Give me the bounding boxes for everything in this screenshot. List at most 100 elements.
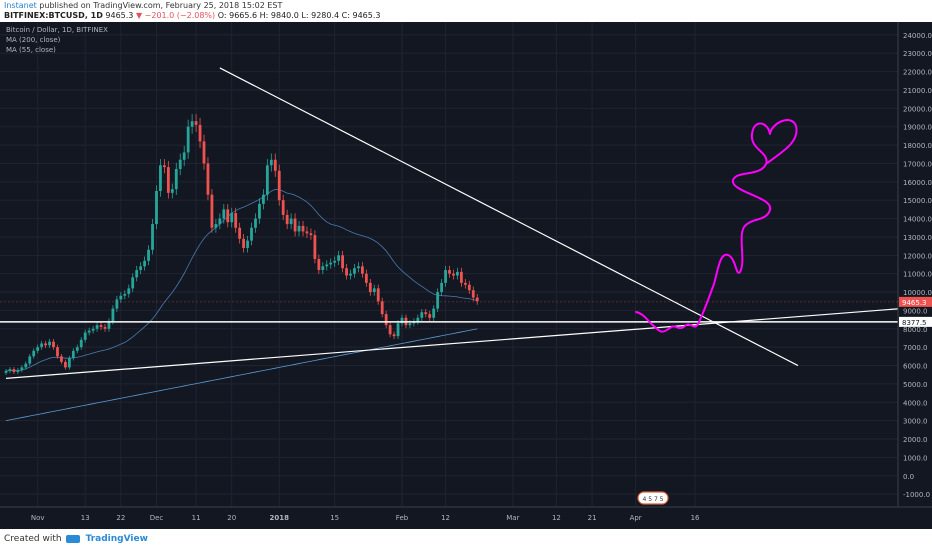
candle-body bbox=[234, 213, 238, 228]
candle-body bbox=[56, 347, 59, 357]
candle bbox=[258, 198, 261, 224]
candle bbox=[32, 348, 36, 359]
candle bbox=[194, 114, 198, 132]
candle-body bbox=[4, 371, 8, 373]
candles bbox=[4, 114, 479, 375]
candle-body bbox=[238, 227, 242, 239]
candle-body bbox=[380, 301, 384, 315]
candle bbox=[424, 308, 428, 318]
candle-body bbox=[325, 264, 329, 267]
candle bbox=[131, 273, 135, 293]
x-tick-label: 11 bbox=[192, 514, 201, 522]
legend-ma55[interactable]: MA (55, close) bbox=[6, 46, 56, 54]
x-tick-label: Dec bbox=[150, 514, 164, 522]
candle bbox=[127, 284, 131, 298]
moving-averages bbox=[5, 188, 478, 422]
candle bbox=[182, 145, 186, 167]
x-tick-label: 12 bbox=[552, 514, 561, 522]
candle bbox=[265, 159, 269, 201]
candle bbox=[242, 234, 245, 253]
candle-body bbox=[357, 266, 360, 269]
candle bbox=[293, 213, 297, 237]
candle bbox=[166, 160, 170, 199]
candle bbox=[103, 323, 107, 332]
candle bbox=[174, 162, 178, 195]
candle-body bbox=[151, 224, 154, 250]
candle-body bbox=[341, 255, 344, 269]
candle bbox=[440, 279, 443, 296]
legend-ma200[interactable]: MA (200, close) bbox=[6, 36, 61, 44]
candle-body bbox=[475, 297, 479, 302]
candle-body bbox=[163, 165, 166, 168]
x-tick-label: 12 bbox=[441, 514, 450, 522]
candle bbox=[91, 325, 95, 334]
candle bbox=[345, 264, 348, 280]
candle-body bbox=[337, 255, 341, 261]
candle bbox=[297, 220, 301, 237]
candle bbox=[206, 157, 210, 201]
candle bbox=[313, 230, 317, 264]
logo-badge bbox=[637, 491, 669, 505]
candle-body bbox=[28, 356, 32, 364]
candle-body bbox=[170, 189, 174, 193]
y-tick-label: 0.0 bbox=[903, 473, 914, 481]
candle bbox=[178, 153, 182, 176]
candle bbox=[364, 269, 368, 287]
author-link[interactable]: Instanet bbox=[4, 1, 37, 10]
candle bbox=[4, 368, 8, 375]
y-tick-label: 18000.0 bbox=[903, 142, 932, 150]
candle-body bbox=[91, 328, 95, 331]
candle-body bbox=[361, 266, 364, 274]
ma200-line bbox=[5, 328, 478, 422]
candle-body bbox=[467, 284, 471, 291]
candle-body bbox=[285, 214, 289, 225]
candle-body bbox=[317, 258, 321, 271]
candle bbox=[151, 219, 154, 255]
candle bbox=[388, 322, 392, 338]
candle-body bbox=[444, 270, 447, 283]
x-tick-label: 21 bbox=[588, 514, 597, 522]
price-chart[interactable]: -1000.0 0.0 1000.0 2000.0 3000.0 4000.0 5000.0… bbox=[0, 22, 932, 529]
candle-body bbox=[246, 240, 249, 248]
current-price-tag bbox=[899, 296, 932, 307]
chart-area[interactable]: -1000.0 0.0 1000.0 2000.0 3000.0 4000.0 5000.0… bbox=[0, 22, 932, 529]
support-price-label: 8377.5 bbox=[902, 319, 927, 327]
candle bbox=[262, 189, 265, 210]
candle bbox=[36, 344, 40, 354]
candle bbox=[254, 213, 257, 233]
trendlines bbox=[0, 67, 902, 379]
candle-body bbox=[265, 165, 269, 195]
candle-body bbox=[103, 326, 107, 329]
candle-body bbox=[182, 152, 186, 160]
x-tick-label: 15 bbox=[330, 514, 339, 522]
candle-body bbox=[448, 270, 451, 274]
x-tick-label: Nov bbox=[31, 514, 45, 522]
candle-body bbox=[155, 191, 158, 225]
candle bbox=[214, 219, 218, 233]
heart-projection-path bbox=[635, 119, 798, 333]
candle-body bbox=[376, 288, 380, 302]
ascending-trendline bbox=[5, 307, 902, 379]
candle-body bbox=[166, 167, 170, 193]
candle bbox=[357, 262, 360, 273]
support-price-tag bbox=[899, 316, 932, 327]
candle-body bbox=[408, 323, 412, 326]
candle bbox=[170, 183, 174, 199]
y-tick-label: 6000.0 bbox=[903, 363, 928, 371]
candle bbox=[301, 220, 305, 237]
candle-body bbox=[75, 347, 79, 351]
x-tick-label: 2018 bbox=[269, 514, 289, 522]
candle-body bbox=[32, 350, 36, 357]
candle-body bbox=[123, 293, 127, 296]
candle-body bbox=[190, 121, 194, 127]
candle bbox=[400, 314, 404, 327]
candle-body bbox=[416, 317, 420, 322]
tradingview-brand[interactable]: TradingView bbox=[85, 534, 148, 544]
candle-body bbox=[436, 292, 440, 309]
candle-body bbox=[277, 170, 281, 201]
candle bbox=[52, 338, 55, 350]
candle-body bbox=[52, 341, 55, 348]
candle bbox=[456, 267, 459, 280]
candle-body bbox=[428, 314, 432, 318]
candle bbox=[186, 119, 190, 159]
